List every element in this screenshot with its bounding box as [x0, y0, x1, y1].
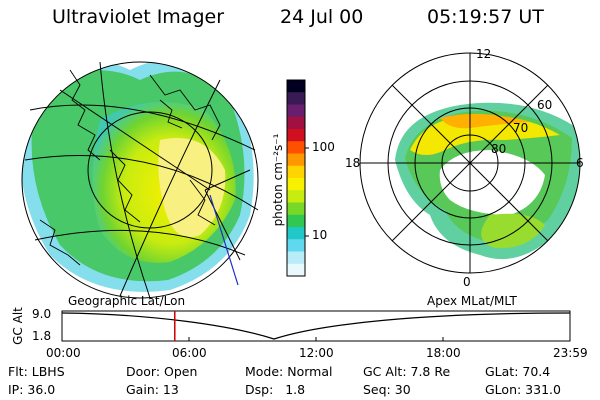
info-ip: IP: 36.0	[8, 382, 56, 397]
colorbar-tick-label-10: 10	[312, 228, 328, 242]
timeline-left-label: Geographic Lat/Lon	[68, 294, 186, 308]
timeline-x-tick-1200: 12:00	[299, 346, 334, 360]
timeline-x-tick-0000: 00:00	[46, 346, 81, 360]
info-gain: Gain: 13	[126, 382, 179, 397]
timeline-y-axis-label: GC Alt	[11, 307, 25, 345]
altitude-curve	[61, 312, 571, 340]
timeline-y-tick-9: 9.0	[32, 307, 52, 321]
timeline-right-label: Apex MLat/MLT	[427, 294, 517, 308]
geographic-grid	[21, 61, 259, 299]
polar-oval-hole	[439, 150, 545, 215]
colorbar-segment	[287, 153, 305, 167]
info-seq: Seq: 30	[363, 382, 411, 397]
mlt-label-6: 6	[576, 156, 584, 170]
polar-diag-2	[391, 84, 549, 242]
colorbar-segment	[287, 165, 305, 179]
polar-plot	[359, 52, 581, 274]
colorbar-segment	[287, 190, 305, 203]
lat-label-80: 80	[491, 142, 507, 156]
polar-oval-orange	[440, 113, 530, 129]
colorbar	[287, 80, 305, 277]
colorbar-segment	[287, 141, 305, 154]
timeline-plot	[61, 310, 571, 342]
mlt-label-18: 18	[345, 156, 361, 170]
colorbar-segment	[287, 104, 305, 118]
colorbar-tick-label-100: 100	[312, 140, 335, 154]
colorbar-segment	[287, 92, 305, 105]
timeline-frame	[61, 310, 571, 342]
colorbar-segment	[287, 251, 305, 265]
timeline-x-tick-0600: 06:00	[172, 346, 207, 360]
info-mode: Mode: Normal	[245, 364, 333, 379]
sun-direction-line	[209, 194, 239, 286]
info-flt: Flt: LBHS	[8, 364, 65, 379]
coastlines	[39, 69, 221, 266]
colorbar-segment	[287, 116, 305, 130]
mlt-label-12: 12	[476, 47, 492, 61]
colorbar-segment	[287, 178, 305, 191]
polar-oval-yellow	[410, 115, 560, 155]
colorbar-frame	[286, 79, 306, 277]
info-dsp: Dsp: 1.8	[245, 382, 306, 397]
colorbar-segment	[287, 80, 305, 93]
info-glon: GLon: 331.0	[485, 382, 561, 397]
colorbar-segment	[287, 239, 305, 252]
colorbar-segment	[287, 263, 305, 277]
time-label: 05:19:57 UT	[427, 6, 544, 28]
colorbar-segment	[287, 214, 305, 228]
colorbar-segment	[287, 202, 305, 216]
colorbar-unit-label: photon cm⁻²s⁻¹	[271, 133, 285, 227]
timeline-x-tick-2359: 23:59	[553, 346, 588, 360]
info-gc-alt: GC Alt: 7.8 Re	[363, 364, 451, 379]
date-label: 24 Jul 00	[280, 6, 364, 28]
mlt-label-0: 0	[463, 275, 471, 289]
timeline-y-tick-1-8: 1.8	[32, 329, 52, 343]
info-glat: GLat: 70.4	[485, 364, 551, 379]
left-bright-region	[158, 138, 226, 238]
geographic-image	[21, 61, 259, 299]
instrument-title: Ultraviolet Imager	[52, 6, 225, 28]
colorbar-segment	[287, 129, 305, 142]
timeline-ticks	[61, 337, 571, 341]
lat-label-70: 70	[513, 121, 529, 135]
colorbar-segment	[287, 227, 305, 240]
info-door: Door: Open	[126, 364, 198, 379]
lat-label-60: 60	[537, 98, 553, 112]
timeline-x-tick-1800: 18:00	[426, 346, 461, 360]
